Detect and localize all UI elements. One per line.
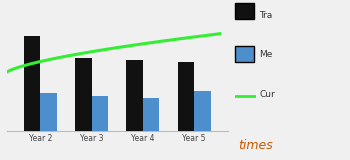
Text: times: times: [238, 139, 273, 152]
Text: Tra: Tra: [259, 12, 272, 20]
Bar: [194, 91, 211, 131]
Bar: [92, 96, 108, 131]
Bar: [178, 62, 194, 131]
Bar: [126, 60, 143, 131]
Bar: [40, 93, 57, 131]
Bar: [24, 36, 40, 131]
Bar: [75, 57, 92, 131]
Text: Me: Me: [259, 50, 272, 59]
Bar: [143, 98, 159, 131]
Text: Cur: Cur: [259, 90, 275, 99]
